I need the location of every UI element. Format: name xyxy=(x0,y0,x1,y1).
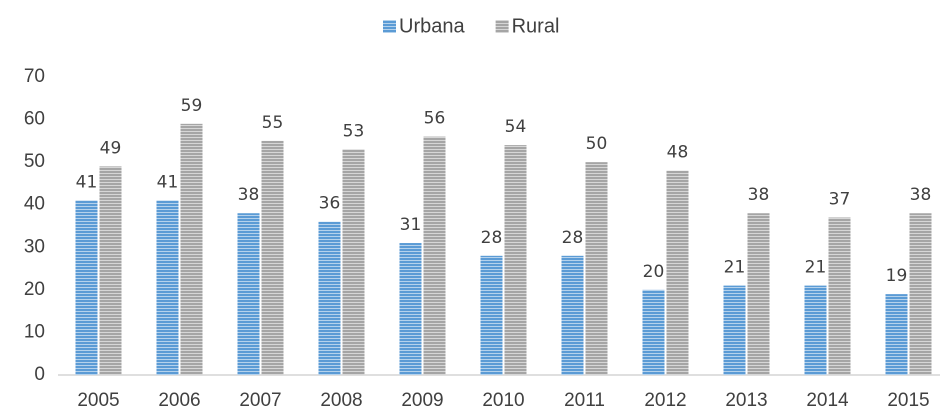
x-tick-label: 2010 xyxy=(482,390,524,411)
bar xyxy=(885,294,908,375)
x-tick-label: 2013 xyxy=(725,390,767,411)
data-label: 54 xyxy=(505,117,527,137)
data-label: 20 xyxy=(643,262,665,282)
data-label: 28 xyxy=(562,228,584,248)
y-tick-label: 70 xyxy=(24,66,45,87)
bar xyxy=(261,140,284,375)
bar xyxy=(399,243,422,375)
bar xyxy=(99,166,122,375)
data-label: 21 xyxy=(724,258,746,278)
data-label: 28 xyxy=(481,228,503,248)
bar xyxy=(237,213,260,375)
x-tick-label: 2014 xyxy=(806,390,849,411)
data-label: 49 xyxy=(100,138,122,158)
data-label: 50 xyxy=(586,134,608,154)
bar xyxy=(75,200,98,375)
legend-label: Urbana xyxy=(399,15,465,37)
legend-label: Rural xyxy=(512,15,560,37)
data-label: 41 xyxy=(76,172,98,192)
data-label: 38 xyxy=(910,185,932,205)
x-tick-label: 2006 xyxy=(158,390,200,411)
x-tick-label: 2008 xyxy=(320,390,362,411)
data-label: 59 xyxy=(181,96,203,116)
bar xyxy=(747,213,770,375)
y-tick-label: 0 xyxy=(34,364,45,385)
bar xyxy=(723,285,746,375)
data-label: 36 xyxy=(319,194,341,214)
bar xyxy=(423,136,446,375)
x-tick-label: 2005 xyxy=(77,390,119,411)
y-tick-label: 30 xyxy=(24,236,45,257)
bar xyxy=(804,285,827,375)
data-label: 38 xyxy=(238,185,260,205)
legend-swatch xyxy=(383,20,396,33)
data-label: 48 xyxy=(667,143,689,163)
data-label: 31 xyxy=(400,215,422,235)
y-tick-label: 20 xyxy=(24,279,45,300)
data-label: 41 xyxy=(157,172,179,192)
bar xyxy=(504,145,527,375)
x-tick-label: 2007 xyxy=(239,390,281,411)
legend-swatch xyxy=(495,20,509,33)
y-tick-label: 10 xyxy=(24,321,45,342)
data-label: 56 xyxy=(424,109,446,129)
data-label: 21 xyxy=(805,258,827,278)
bar xyxy=(666,170,689,375)
y-tick-label: 60 xyxy=(24,109,45,130)
x-tick-label: 2012 xyxy=(644,390,686,411)
data-label: 53 xyxy=(343,121,365,141)
bar xyxy=(909,213,932,375)
x-tick-label: 2011 xyxy=(564,390,605,411)
data-label: 38 xyxy=(748,185,770,205)
x-tick-label: 2015 xyxy=(887,390,929,411)
bar xyxy=(342,149,365,375)
y-tick-label: 40 xyxy=(24,194,45,215)
bar xyxy=(156,200,179,375)
y-tick-label: 50 xyxy=(24,151,45,172)
bar xyxy=(585,162,608,375)
data-label: 55 xyxy=(262,113,284,133)
bar xyxy=(180,123,203,375)
bar xyxy=(561,255,584,375)
x-tick-label: 2009 xyxy=(401,390,443,411)
data-label: 19 xyxy=(886,266,908,286)
bar xyxy=(642,289,665,375)
bar xyxy=(318,221,341,375)
bar xyxy=(828,217,851,375)
bar xyxy=(480,255,503,375)
data-label: 37 xyxy=(829,189,851,209)
